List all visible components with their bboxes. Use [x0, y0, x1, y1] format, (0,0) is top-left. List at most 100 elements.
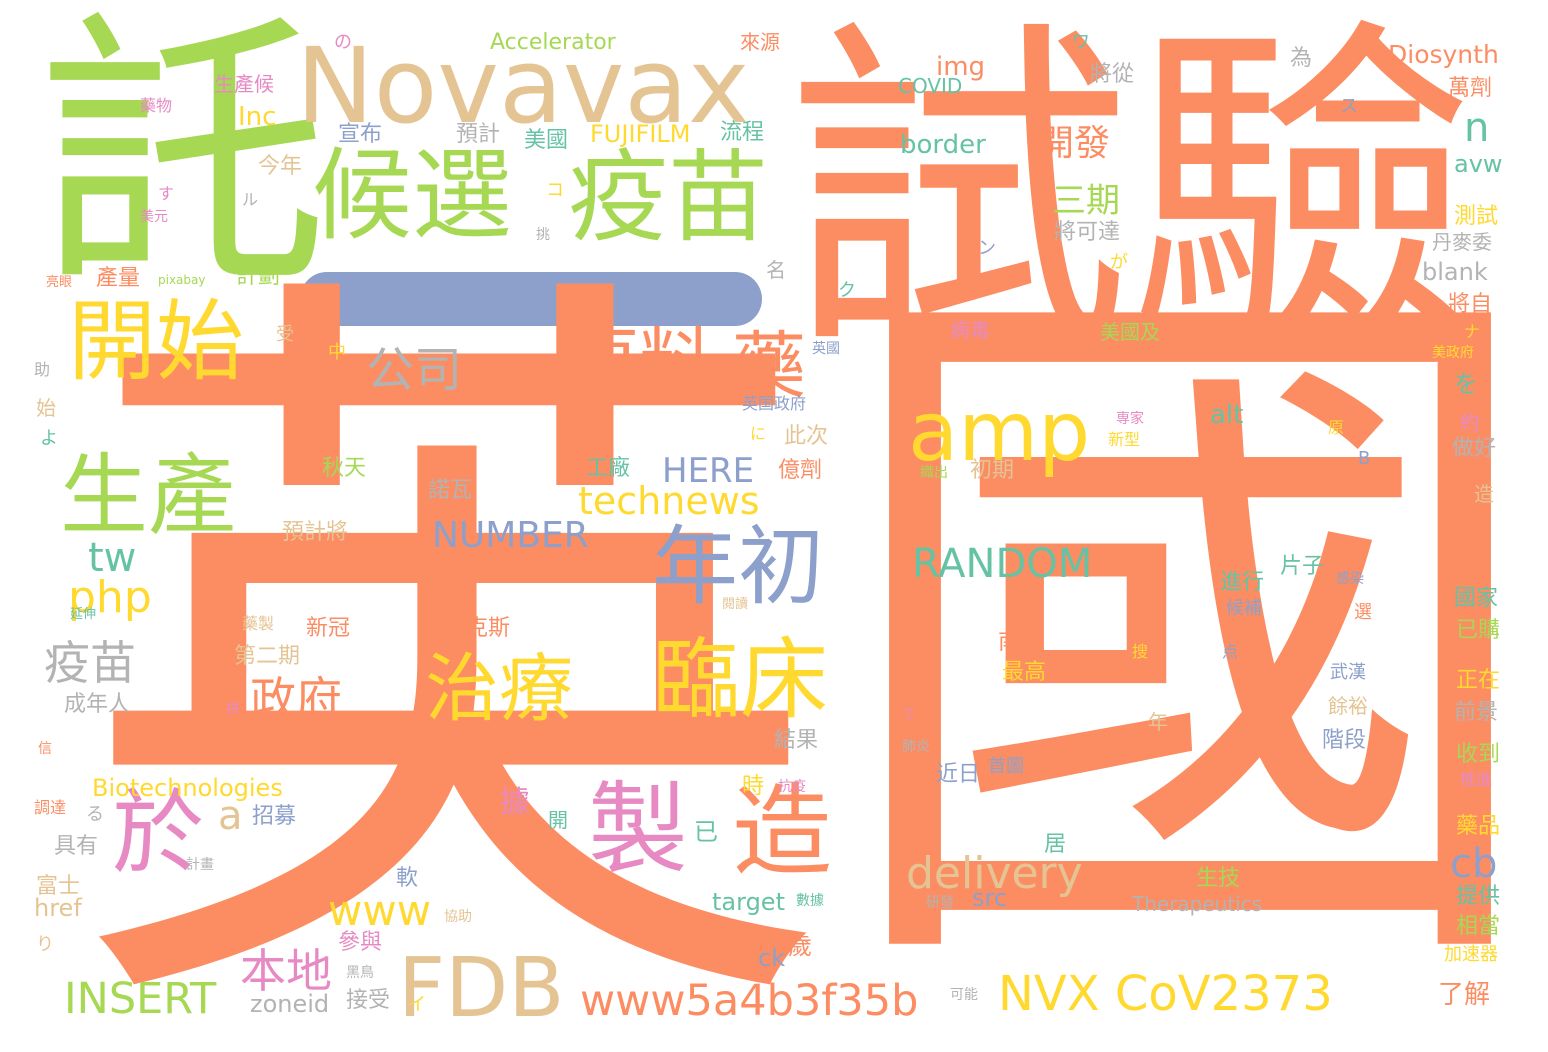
- word-keneng: 可能: [950, 987, 978, 1003]
- word-diaoda: 調達: [34, 798, 67, 817]
- word-border: border: [900, 130, 986, 160]
- char-su2: す: [158, 184, 175, 203]
- word-yuanliao: 原料: [565, 320, 713, 406]
- word-nuowa: 諾瓦: [428, 478, 473, 503]
- char-shou: 受: [276, 324, 294, 345]
- char-ni: に: [750, 424, 767, 443]
- word-pixabay: pixabay: [158, 273, 206, 287]
- word-shengji: 生技: [1196, 866, 1241, 891]
- word-diosynth: Diosynth: [1388, 40, 1499, 69]
- word-zao: 造: [732, 773, 832, 890]
- word-wuhan: 武漢: [1330, 662, 1366, 683]
- word-meiguoji: 美國及: [1100, 320, 1160, 344]
- char-wei: 為: [1290, 46, 1313, 71]
- word-novavax: Novavax: [296, 25, 750, 147]
- word-delivery: delivery: [906, 848, 1083, 899]
- word-fujifilm: FUJIFILM: [590, 120, 691, 148]
- word-yimiao-small: 疫苗: [44, 636, 136, 690]
- char-sui: 歲: [788, 932, 812, 960]
- char-ruan: 軟: [396, 866, 419, 891]
- word-wakesi: 瓦克斯: [444, 616, 511, 641]
- word-target: target: [712, 888, 785, 916]
- word-juyou: 具有: [54, 834, 99, 859]
- word-yaozhi: 藥製: [242, 614, 275, 633]
- word-jinri: 近日: [936, 762, 981, 787]
- word-covid: COVID: [898, 74, 963, 98]
- char-shi: 始: [36, 396, 56, 420]
- word-houxuan: 候選: [312, 137, 512, 254]
- word-php: php: [68, 572, 152, 623]
- word-yiji: 億劑: [778, 458, 823, 483]
- word-houbu: 候補: [1226, 598, 1262, 619]
- word-img: img: [936, 52, 986, 82]
- word-yanshen: 延伸: [70, 607, 97, 622]
- word-tuo: 託: [40, 0, 328, 323]
- word-blank: blank: [1422, 258, 1488, 286]
- word-shuju: 數據: [796, 893, 824, 909]
- char-no: の: [334, 32, 352, 53]
- word-jiangcong: 將從: [1090, 62, 1135, 87]
- char-nian: 年: [1148, 710, 1168, 734]
- word-www: www: [328, 886, 432, 935]
- word-src: src: [972, 884, 1008, 912]
- word-therapeutics: Therapeutics: [1132, 892, 1263, 916]
- word-xiangdang: 相當: [1456, 914, 1501, 939]
- word-yingguozhengfu: 英国政府: [742, 394, 807, 413]
- word-liaojie: 了解: [1438, 980, 1491, 1010]
- char-yue: 約: [1460, 410, 1480, 434]
- word-xiezhu: 協助: [444, 909, 472, 925]
- word-zhengfu: 政府: [250, 672, 342, 726]
- word-zuigao: 最高: [1002, 660, 1047, 685]
- word-random: RANDOM: [912, 541, 1093, 587]
- word-zoneid: zoneid: [250, 990, 330, 1018]
- char-ri: り: [36, 934, 54, 955]
- word-ceshi: 測試: [1454, 204, 1499, 229]
- word-chanliang: 產量: [96, 266, 141, 291]
- char-b: B: [1358, 448, 1371, 469]
- char-u: ウ: [1288, 750, 1306, 771]
- word-zhunbei: 準備: [1080, 458, 1125, 483]
- word-kaifa: 開發: [1038, 123, 1111, 164]
- word-canyu: 參與: [338, 930, 383, 955]
- word-a: a: [218, 793, 243, 839]
- word-kangyi: 抗疫: [778, 779, 806, 795]
- word-fushi: 富士: [36, 874, 81, 899]
- char-zheng: 症: [702, 376, 719, 395]
- word-heiniao: 黑鳥: [346, 965, 374, 981]
- word-inc: Inc: [238, 102, 277, 132]
- char-xuan: 選: [1354, 602, 1372, 623]
- word-sanqi: 三期: [1052, 181, 1120, 221]
- char-chi: チ: [218, 174, 236, 195]
- word-chuqi: 初期: [970, 458, 1015, 483]
- char-zao: 造: [1474, 482, 1494, 506]
- char-na: ナ: [1464, 322, 1481, 341]
- word-jinxing: 進行: [1220, 570, 1265, 595]
- word-n: n: [1464, 105, 1490, 151]
- word-cici: 此次: [784, 424, 829, 449]
- word-alt: alt: [1210, 400, 1244, 430]
- char-te: て: [902, 707, 916, 723]
- word-yao: 藥: [732, 324, 806, 410]
- word-yingguo-small: 英國: [812, 341, 840, 357]
- word-cb: cb: [1450, 841, 1498, 887]
- word-href: href: [34, 894, 82, 922]
- word-guo: 國: [830, 216, 1548, 1052]
- word-zhi: 製: [588, 771, 688, 888]
- word-gongsi: 公司: [366, 342, 463, 398]
- word-laiyuan: 來源: [740, 30, 780, 54]
- char-su: ス: [1340, 96, 1358, 117]
- word-xuanbu: 宣布: [338, 122, 383, 147]
- word-yu: 於: [112, 780, 205, 887]
- word-bingdu: 病毒: [950, 318, 990, 342]
- word-yuyu: 餘裕: [1328, 694, 1368, 718]
- char-huan: 還: [1154, 736, 1172, 757]
- word-shiyan: 試驗: [785, 0, 1475, 395]
- word-shoudao: 收到: [1456, 742, 1501, 767]
- word-here: HERE: [662, 451, 755, 491]
- word-gongchang: 工廠: [586, 456, 631, 481]
- word-ying: 英: [70, 218, 830, 1052]
- word-yimiao: 疫苗: [568, 139, 768, 256]
- word-meiguo: 美國: [524, 128, 569, 153]
- word-fdb: FDB: [398, 941, 565, 1036]
